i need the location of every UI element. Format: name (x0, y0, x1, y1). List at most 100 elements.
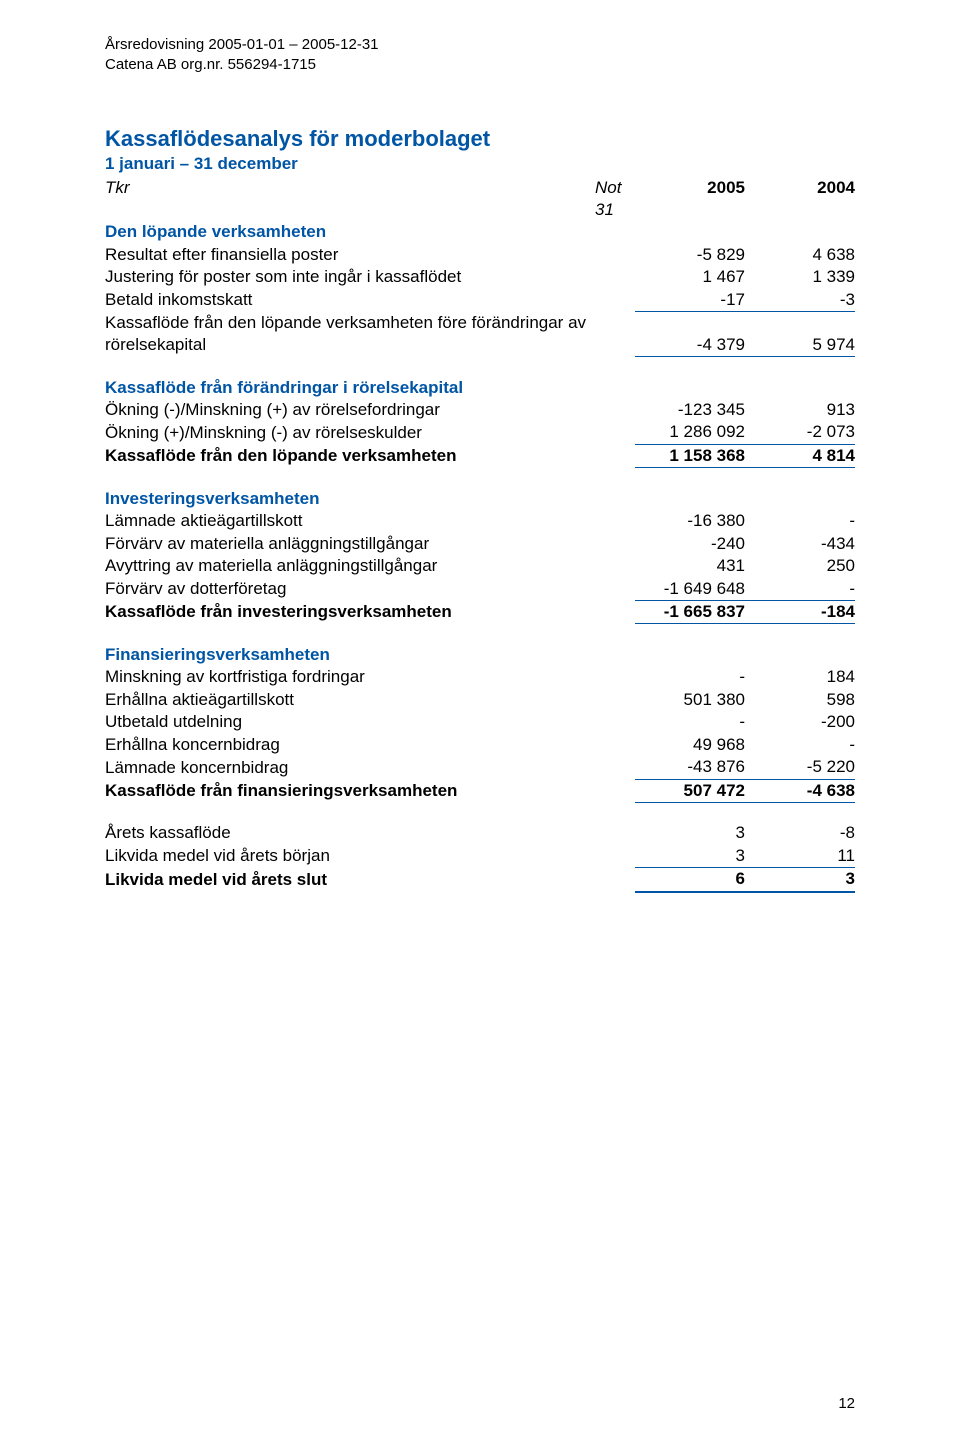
row-note (595, 399, 635, 421)
row-note (595, 421, 635, 444)
row-note (595, 289, 635, 312)
row-label: Kassaflöde från finansieringsverksamhete… (105, 779, 595, 802)
spacer-row (105, 624, 855, 644)
row-note (595, 244, 635, 266)
row-note (595, 845, 635, 868)
row-note (595, 666, 635, 688)
row-value-2004: -3 (745, 289, 855, 312)
row-value-2005: - (635, 666, 745, 688)
section-head-label: Kassaflöde från förändringar i rörelseka… (105, 377, 595, 399)
row-value-2004: - (745, 510, 855, 532)
table-row: Erhållna aktieägartillskott 501 380598 (105, 689, 855, 711)
table-header-row: Tkr Not 2005 2004 (105, 177, 855, 199)
page-subtitle: 1 januari – 31 december (105, 154, 855, 174)
spacer-row (105, 802, 855, 822)
page-title: Kassaflödesanalys för moderbolaget (105, 126, 855, 152)
row-label: Ökning (+)/Minskning (-) av rörelseskuld… (105, 421, 595, 444)
row-note (595, 868, 635, 892)
row-value-2004: 913 (745, 399, 855, 421)
table-row: Kassaflöde från den löpande verksamheten… (105, 444, 855, 467)
section-head-row: Finansieringsverksamheten (105, 644, 855, 666)
row-value-2004: -4 638 (745, 779, 855, 802)
table-row: Avyttring av materiella anläggningstillg… (105, 555, 855, 577)
table-row: Minskning av kortfristiga fordringar -184 (105, 666, 855, 688)
row-value-2004: 184 (745, 666, 855, 688)
row-value-2005: -43 876 (635, 756, 745, 779)
table-row: Kassaflöde från investeringsverksamheten… (105, 600, 855, 623)
col-head-year2: 2004 (745, 177, 855, 199)
row-value-2005: 1 467 (635, 266, 745, 288)
col-head-tkr: Tkr (105, 177, 595, 199)
row-note (595, 711, 635, 733)
row-note (595, 312, 635, 357)
document-header: Årsredovisning 2005-01-01 – 2005-12-31 C… (105, 35, 855, 76)
row-label: Kassaflöde från den löpande verksamheten (105, 444, 595, 467)
table-row: Resultat efter finansiella poster-5 8294… (105, 244, 855, 266)
row-value-2005: 3 (635, 845, 745, 868)
row-label: Minskning av kortfristiga fordringar (105, 666, 595, 688)
row-note (595, 822, 635, 844)
row-label: Förvärv av dotterföretag (105, 578, 595, 601)
table-row: Betald inkomstskatt-17-3 (105, 289, 855, 312)
row-value-2004: -5 220 (745, 756, 855, 779)
row-note (595, 266, 635, 288)
table-row: Kassaflöde från finansieringsverksamhete… (105, 779, 855, 802)
table-row: Lämnade koncernbidrag -43 876-5 220 (105, 756, 855, 779)
row-label: Betald inkomstskatt (105, 289, 595, 312)
row-label: Kassaflöde från den löpande verksamheten… (105, 312, 595, 357)
table-row: Likvida medel vid årets slut63 (105, 868, 855, 892)
row-value-2005: -16 380 (635, 510, 745, 532)
section-head-label: Finansieringsverksamheten (105, 644, 595, 666)
row-value-2005: 1 286 092 (635, 421, 745, 444)
row-label: Erhållna aktieägartillskott (105, 689, 595, 711)
row-value-2004: 5 974 (745, 312, 855, 357)
row-value-2004: -2 073 (745, 421, 855, 444)
table-row: Ökning (+)/Minskning (-) av rörelseskuld… (105, 421, 855, 444)
row-value-2005: 49 968 (635, 734, 745, 756)
row-value-2005: -123 345 (635, 399, 745, 421)
row-note (595, 578, 635, 601)
row-value-2004: -200 (745, 711, 855, 733)
row-value-2005: 1 158 368 (635, 444, 745, 467)
doc-header-line1: Årsredovisning 2005-01-01 – 2005-12-31 (105, 35, 855, 55)
row-label: Justering för poster som inte ingår i ka… (105, 266, 595, 288)
doc-header-line2: Catena AB org.nr. 556294-1715 (105, 55, 855, 75)
col-head-year1: 2005 (635, 177, 745, 199)
page-number: 12 (838, 1395, 855, 1412)
col-head-note31: 31 (595, 199, 635, 221)
table-row: Justering för poster som inte ingår i ka… (105, 266, 855, 288)
table-header-note-row: 31 (105, 199, 855, 221)
row-label: Utbetald utdelning (105, 711, 595, 733)
row-value-2004: 250 (745, 555, 855, 577)
cashflow-table: Tkr Not 2005 2004 31 Den löpande verksam… (105, 177, 855, 912)
row-label: Erhållna koncernbidrag (105, 734, 595, 756)
row-value-2004: -184 (745, 600, 855, 623)
row-note (595, 756, 635, 779)
row-value-2005: 6 (635, 868, 745, 892)
section-head-row: Kassaflöde från förändringar i rörelseka… (105, 377, 855, 399)
table-row: Förvärv av materiella anläggningstillgån… (105, 533, 855, 555)
table-row: Likvida medel vid årets början311 (105, 845, 855, 868)
row-value-2004: - (745, 734, 855, 756)
row-label: Resultat efter finansiella poster (105, 244, 595, 266)
row-note (595, 779, 635, 802)
row-value-2005: -240 (635, 533, 745, 555)
table-row: Erhållna koncernbidrag 49 968- (105, 734, 855, 756)
row-value-2005: -5 829 (635, 244, 745, 266)
row-value-2005: 501 380 (635, 689, 745, 711)
col-head-not: Not (595, 177, 635, 199)
row-note (595, 600, 635, 623)
row-value-2004: 3 (745, 868, 855, 892)
row-note (595, 689, 635, 711)
row-value-2005: -4 379 (635, 312, 745, 357)
row-value-2004: 598 (745, 689, 855, 711)
section-head-label: Investeringsverksamheten (105, 488, 595, 510)
row-label: Avyttring av materiella anläggningstillg… (105, 555, 595, 577)
spacer-row (105, 468, 855, 488)
table-row: Kassaflöde från den löpande verksamheten… (105, 312, 855, 357)
row-label: Lämnade koncernbidrag (105, 756, 595, 779)
table-row: Årets kassaflöde3-8 (105, 822, 855, 844)
section-head-row: Den löpande verksamheten (105, 221, 855, 243)
row-label: Kassaflöde från investeringsverksamheten (105, 600, 595, 623)
row-value-2004: 11 (745, 845, 855, 868)
